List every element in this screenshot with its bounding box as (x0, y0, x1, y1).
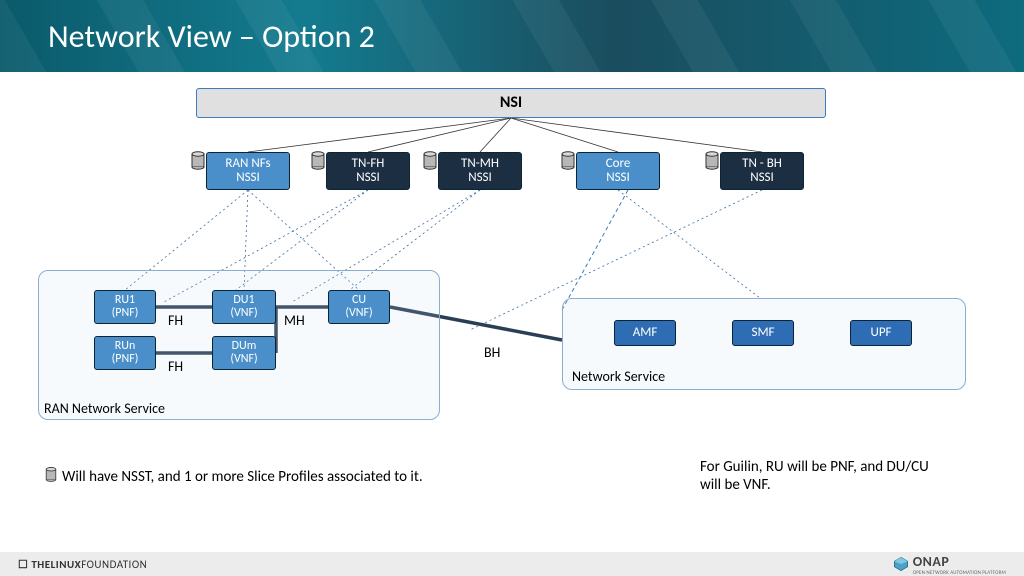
nssi-core: CoreNSSI (576, 152, 660, 190)
ran-node-dum: DUm(VNF) (212, 336, 276, 370)
ran-node-ru1: RU1(PNF) (94, 290, 156, 324)
slide-header: Network View – Option 2 (0, 0, 1024, 72)
ran-node-du1: DU1(VNF) (212, 290, 276, 324)
canister-icon (422, 150, 438, 170)
nssi-tnmh: TN-MHNSSI (438, 152, 522, 190)
core-panel-label: Network Service (572, 368, 665, 385)
core-node-amf: AMF (614, 320, 676, 346)
legend-text: Will have NSST, and 1 or more Slice Prof… (62, 468, 423, 486)
nssi-tnfh: TN-FHNSSI (326, 152, 410, 190)
nsi-box: NSI (196, 88, 826, 118)
slide-title: Network View – Option 2 (48, 17, 375, 56)
note-text: For Guilin, RU will be PNF, and DU/CU wi… (700, 458, 929, 494)
ran-panel-label: RAN Network Service (44, 400, 165, 417)
footer-bar: ☐ THELINUXFOUNDATION ONAP OPEN NETWORK A… (0, 552, 1024, 576)
canister-icon (44, 466, 58, 482)
onap-logo: ONAP OPEN NETWORK AUTOMATION PLATFORM (893, 553, 1006, 576)
canister-icon (190, 150, 206, 170)
note-line1: For Guilin, RU will be PNF, and DU/CU (700, 458, 929, 476)
link-label: FH (168, 312, 183, 329)
core-node-smf: SMF (732, 320, 794, 346)
link-label: BH (484, 344, 500, 361)
ran-node-cu: CU(VNF) (328, 290, 390, 324)
linux-foundation-logo: ☐ THELINUXFOUNDATION (18, 558, 147, 571)
ran-node-run: RUn(PNF) (94, 336, 156, 370)
nssi-tnbh: TN - BHNSSI (720, 152, 804, 190)
link-label: FH (168, 358, 183, 375)
nssi-ran: RAN NFsNSSI (206, 152, 290, 190)
canister-icon (704, 150, 720, 170)
note-line2: will be VNF. (700, 476, 929, 494)
link-label: MH (284, 312, 305, 329)
canister-icon (310, 150, 326, 170)
onap-icon (893, 556, 909, 572)
core-node-upf: UPF (850, 320, 912, 346)
canister-icon (560, 150, 576, 170)
nsi-label: NSI (500, 94, 522, 112)
